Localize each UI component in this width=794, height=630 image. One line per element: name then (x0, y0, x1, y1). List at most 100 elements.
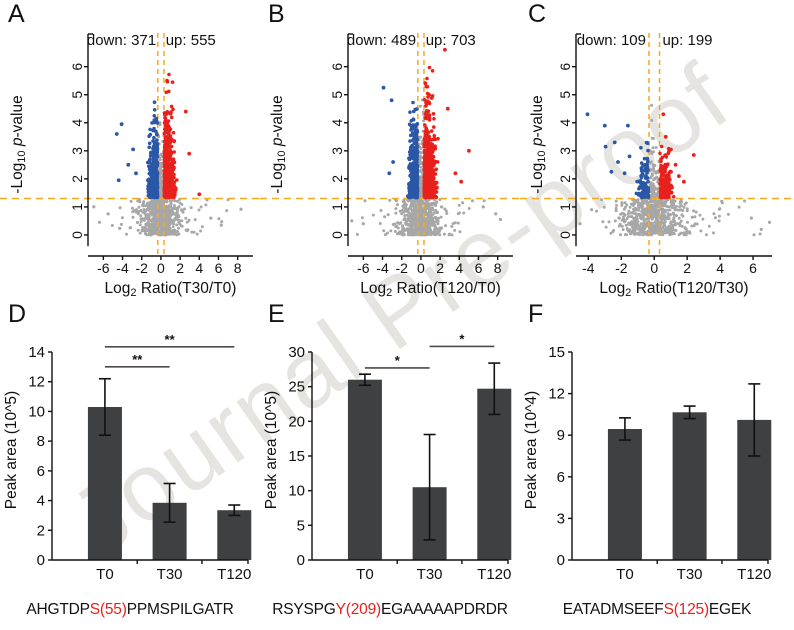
sequence-mod-site: S(125) (664, 601, 709, 618)
category-label: T120 (477, 566, 511, 583)
svg-text:6: 6 (329, 63, 345, 71)
svg-text:1: 1 (557, 203, 573, 211)
svg-text:6: 6 (475, 260, 483, 276)
bar-T0 (608, 429, 642, 560)
svg-text:4: 4 (329, 119, 345, 127)
svg-text:-4: -4 (376, 260, 389, 276)
nonsig-points (579, 104, 772, 237)
up-count-annotation: up: 555 (166, 32, 216, 49)
svg-text:3: 3 (69, 147, 85, 155)
svg-text:6: 6 (215, 260, 223, 276)
svg-text:4: 4 (195, 260, 203, 276)
threshold-lines (260, 33, 520, 256)
svg-text:0: 0 (157, 260, 165, 276)
up-points (163, 73, 202, 200)
svg-text:8: 8 (494, 260, 502, 276)
up-count-annotation: up: 703 (426, 32, 476, 49)
bar-T120 (217, 510, 251, 560)
svg-text:-4: -4 (116, 260, 129, 276)
sequence-mod-site: S(55) (90, 601, 127, 618)
peptide-sequence-e: RSYSPGY(209)EGAAAAAPDRDR (260, 601, 520, 619)
bar-T0 (348, 380, 382, 560)
category-label: T120 (737, 566, 771, 583)
y-axis-label: Peak area (10^5) (263, 391, 280, 509)
up-points (423, 48, 471, 200)
sequence-post: EGEK (709, 601, 751, 618)
svg-text:3: 3 (557, 147, 573, 155)
svg-text:1: 1 (329, 203, 345, 211)
down-points (586, 112, 651, 199)
up-points (658, 112, 696, 199)
svg-text:1: 1 (69, 203, 85, 211)
sequence-post: PPMSPILGATR (127, 601, 234, 618)
sequence-pre: RSYSPG (272, 601, 335, 618)
x-axis-label: Log2 Ratio(T30/T0) (105, 280, 237, 299)
svg-text:2: 2 (329, 175, 345, 183)
svg-text:3: 3 (329, 147, 345, 155)
down-count-annotation: down: 489 (347, 32, 416, 49)
down-points (382, 86, 420, 200)
category-label: T30 (157, 566, 183, 583)
down-count-annotation: down: 371 (87, 32, 156, 49)
category-label: T120 (217, 566, 251, 583)
significance-brackets: ** (365, 331, 494, 367)
y-axis-label: -Log10 p-value (529, 95, 548, 193)
x-axis-label: Log2 Ratio(T120/T30) (599, 280, 748, 299)
svg-text:0: 0 (329, 231, 345, 239)
svg-text:5: 5 (69, 91, 85, 99)
svg-text:0: 0 (417, 260, 425, 276)
svg-text:2: 2 (436, 260, 444, 276)
svg-text:-6: -6 (97, 260, 110, 276)
y-axis-label: Peak area (10^5) (3, 391, 20, 509)
svg-text:5: 5 (329, 91, 345, 99)
x-axis-label: Log2 Ratio(T120/T0) (360, 280, 501, 299)
sequence-pre: AHGTDP (26, 601, 89, 618)
bars (348, 363, 511, 560)
category-label: T0 (356, 566, 374, 583)
y-axis-label: Peak area (10^4) (523, 391, 540, 509)
peptide-sequence-f: EATADMSEEFS(125)EGEK (520, 601, 794, 619)
sequence-mod-site: Y(209) (336, 601, 381, 618)
down-points (115, 100, 159, 199)
category-label: T0 (96, 566, 114, 583)
svg-text:6: 6 (69, 63, 85, 71)
svg-text:2: 2 (69, 175, 85, 183)
down-count-annotation: down: 109 (577, 32, 646, 49)
bars (608, 384, 771, 560)
svg-text:2: 2 (176, 260, 184, 276)
svg-text:4: 4 (455, 260, 463, 276)
svg-text:2: 2 (557, 175, 573, 183)
svg-text:0: 0 (69, 231, 85, 239)
category-label: T0 (616, 566, 634, 583)
category-label: T30 (417, 566, 443, 583)
significance-brackets: **** (105, 332, 234, 367)
up-count-annotation: up: 199 (662, 32, 712, 49)
sequence-post: EGAAAAAPDRDR (381, 601, 508, 618)
sequence-pre: EATADMSEEF (563, 601, 664, 618)
svg-text:0: 0 (557, 231, 573, 239)
svg-text:8: 8 (234, 260, 242, 276)
peptide-sequence-d: AHGTDPS(55)PPMSPILGATR (0, 601, 260, 619)
bar-T30 (673, 412, 707, 560)
y-axis-label: -Log10 p-value (9, 95, 28, 193)
